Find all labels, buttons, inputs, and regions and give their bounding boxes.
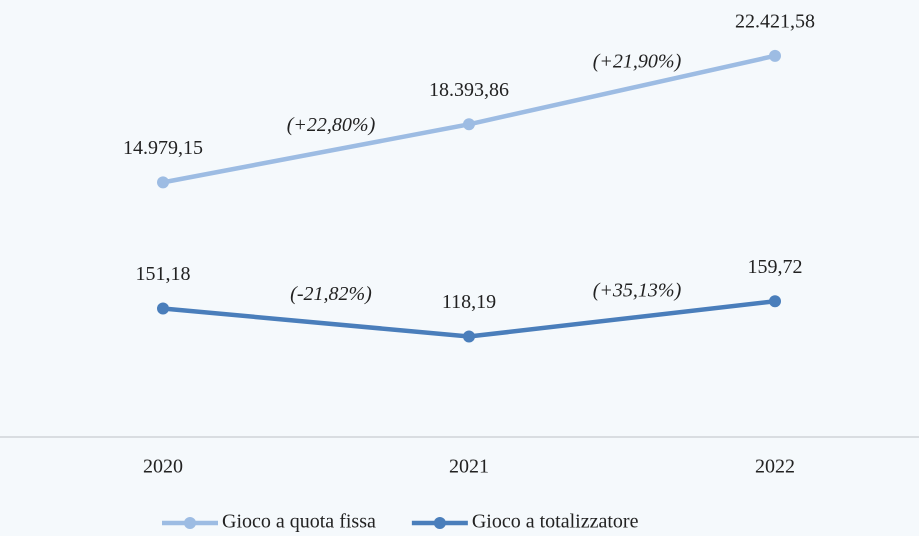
point — [463, 118, 475, 131]
data-label: 22.421,58 — [735, 10, 815, 32]
data-label: 118,19 — [442, 291, 496, 313]
x-tick-label: 2020 — [143, 456, 183, 478]
point — [157, 302, 169, 315]
data-label: 18.393,86 — [429, 79, 509, 101]
change-label: (+22,80%) — [287, 114, 376, 136]
data-label: 14.979,15 — [123, 137, 203, 159]
change-label: (+21,90%) — [593, 51, 682, 73]
legend-marker — [184, 517, 196, 529]
legend-label: Gioco a totalizzatore — [472, 511, 639, 533]
change-label: (+35,13%) — [593, 279, 682, 301]
data-label: 151,18 — [136, 263, 191, 285]
legend-marker — [433, 517, 446, 529]
point — [769, 49, 781, 62]
x-tick-label: 2021 — [449, 456, 489, 478]
change-label: (-21,82%) — [290, 283, 372, 305]
point — [157, 176, 169, 189]
x-tick-label: 2022 — [755, 456, 795, 478]
data-label: 159,72 — [748, 256, 803, 278]
point — [769, 295, 781, 308]
legend-label: Gioco a quota fissa — [222, 511, 376, 533]
point — [463, 330, 475, 343]
